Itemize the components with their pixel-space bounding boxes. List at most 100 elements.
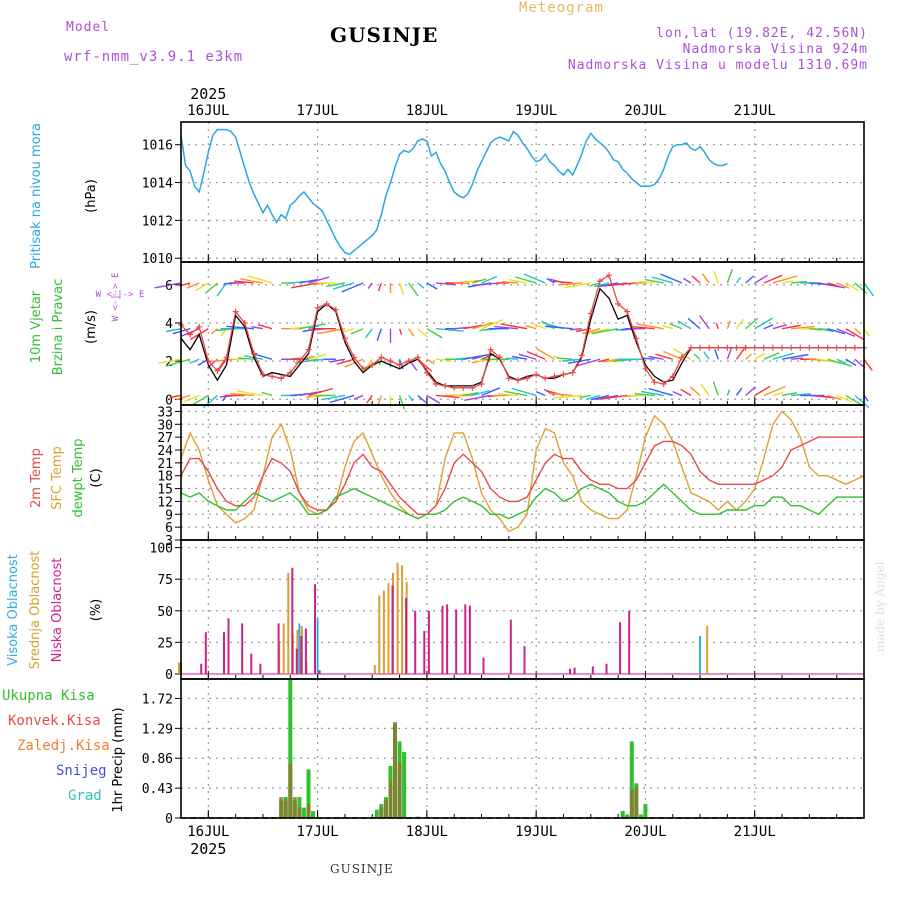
model-elevation-label: Nadmorska Visina u modelu 1310.69m <box>567 58 868 73</box>
total-rain-bar <box>629 741 634 818</box>
wind-arrow <box>210 328 218 335</box>
wind-arrow <box>536 347 555 360</box>
precip-legend-1: Konvek.Kisa <box>8 713 101 729</box>
y-tick-label: 0.43 <box>142 782 173 797</box>
wind-arrow <box>791 393 811 397</box>
wind-gust-marker <box>560 371 567 378</box>
wind-arrow <box>672 390 683 397</box>
low-cloud-bar <box>427 610 430 674</box>
wind-gust-marker <box>587 310 594 317</box>
total-rain-bar <box>402 752 407 818</box>
wind-gust-marker <box>487 346 494 353</box>
wind-arrow <box>377 282 383 292</box>
wind-arrow <box>818 328 834 333</box>
wind-arrow <box>481 387 501 397</box>
wind-arrow <box>745 386 757 396</box>
wind-arrow <box>642 357 655 360</box>
wind-arrow <box>863 328 871 337</box>
wind-arrow <box>781 280 794 284</box>
wind-arrow <box>154 282 182 289</box>
wind-arrow <box>699 315 710 330</box>
wind-gust-marker <box>569 369 576 376</box>
total-rain-bar <box>625 814 630 818</box>
wind-arrow <box>508 278 528 284</box>
wind-arrow <box>518 353 537 360</box>
wind-arrow <box>426 282 438 290</box>
wind-arrow <box>552 280 573 284</box>
wind-arrow <box>781 392 798 397</box>
wind-arrow <box>341 282 364 293</box>
mid-cloud-bar <box>401 565 404 674</box>
wind-arrow <box>564 282 591 289</box>
high-cloud-axis-title: Visoka Oblacnost <box>6 554 21 666</box>
wind-arrow <box>511 355 528 360</box>
wind-gust-marker <box>323 300 330 307</box>
low-cloud-axis-title: Niska Oblacnost <box>50 558 65 663</box>
footer-station: GUSINJE <box>330 862 394 876</box>
low-cloud-bar <box>304 628 307 674</box>
wind-arrow <box>827 394 842 401</box>
wind-arrow <box>435 358 452 362</box>
wind-gust-marker <box>351 354 357 361</box>
wind-arrow <box>526 350 546 360</box>
wind-gust-marker <box>742 344 749 351</box>
wind-arrow <box>715 322 719 329</box>
wind-arrow <box>426 328 443 339</box>
wind-arrow <box>735 387 743 396</box>
bottom-day-label: 18JUL <box>406 824 448 840</box>
precip-axis-title: 1hr Precip (mm) <box>111 707 126 812</box>
wind-gust-marker <box>451 384 458 391</box>
wind-arrow <box>195 282 209 292</box>
wind-arrow <box>689 386 701 396</box>
wind-arrow <box>308 387 333 397</box>
bottom-day-label: 17JUL <box>297 824 339 840</box>
wind-gust-marker <box>551 373 558 380</box>
wind-arrow <box>640 390 664 397</box>
wind-gust-marker <box>287 369 294 376</box>
y-tick-label: 25 <box>157 636 173 651</box>
wind-arrow <box>818 394 830 399</box>
wind-arrow <box>350 328 364 335</box>
wind-gust-marker <box>232 308 239 315</box>
pressure-axis-title: Pritisak na nivou mora <box>29 123 44 269</box>
temp2m-axis-title: 2m Temp <box>29 448 44 508</box>
wind-gust-marker <box>606 272 612 279</box>
wind-speed-line <box>180 287 864 387</box>
conv-rain-bar <box>379 807 384 818</box>
y-tick-label: 1016 <box>142 139 173 154</box>
wind-arrow <box>504 390 528 397</box>
wind-arrow <box>299 358 327 363</box>
wind-arrow <box>481 319 504 330</box>
wind-gust-marker <box>250 350 257 357</box>
y-tick-label: 6 <box>165 279 173 294</box>
mid-cloud-bar <box>382 590 385 674</box>
y-tick-label: 0 <box>165 668 173 683</box>
wind-arrow <box>660 273 683 284</box>
wind-axis-title-1: 10m Vjetar <box>29 290 44 363</box>
wind-arrow <box>591 328 619 335</box>
wind-arrow <box>763 385 786 397</box>
low-cloud-bar <box>441 605 444 674</box>
wind-arrow <box>236 390 264 397</box>
top-day-label: 17JUL <box>297 103 339 119</box>
wind-arrow <box>158 358 182 364</box>
precip-legend-0: Ukupna Kisa <box>2 688 95 704</box>
wind-arrow <box>329 394 355 404</box>
wind-arrow <box>772 275 798 284</box>
wind-arrow <box>554 394 582 399</box>
low-cloud-bar <box>227 618 230 674</box>
wind-arrow <box>693 353 701 360</box>
y-tick-label: 15 <box>157 483 173 498</box>
wind-arrow <box>644 278 664 284</box>
conv-rain-bar <box>393 722 397 818</box>
wind-arrow <box>781 324 801 330</box>
mid-cloud-bar <box>396 562 399 674</box>
wind-arrow <box>290 357 303 360</box>
low-cloud-bar <box>482 657 485 674</box>
wind-arrow <box>472 389 490 397</box>
wind-gust-marker <box>369 362 376 368</box>
wind-arrow <box>561 358 582 362</box>
wind-arrow <box>186 282 200 289</box>
wind-gust-marker <box>542 375 549 382</box>
low-cloud-bar <box>573 667 576 674</box>
